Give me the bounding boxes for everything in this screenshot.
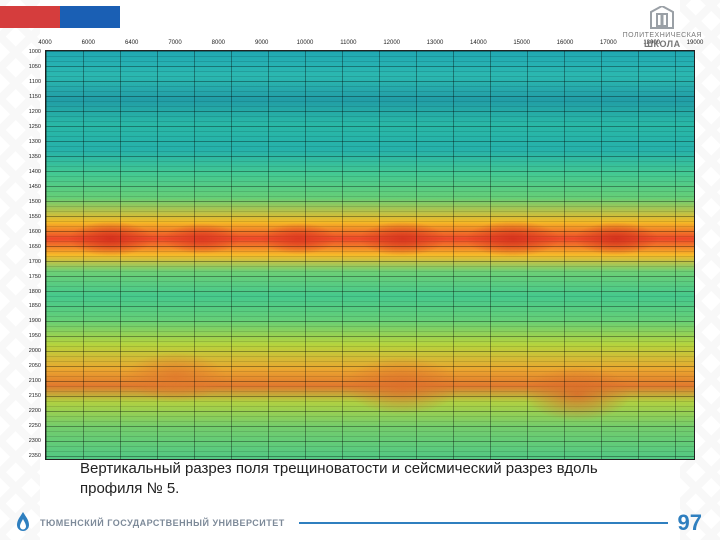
y-tick: 2000 <box>7 349 41 355</box>
y-tick: 1450 <box>7 185 41 191</box>
x-tick: 12000 <box>383 40 400 46</box>
university-logo: ТЮМЕНСКИЙ ГОСУДАРСТВЕННЫЙ УНИВЕРСИТЕТ <box>14 512 285 534</box>
x-tick: 9000 <box>255 40 268 46</box>
y-tick: 1650 <box>7 245 41 251</box>
flame-icon <box>14 512 32 534</box>
y-tick: 1350 <box>7 155 41 161</box>
figure-caption: Вертикальный разрез поля трещиноватости … <box>80 459 660 498</box>
y-tick: 2350 <box>7 454 41 460</box>
accent-bars <box>0 6 120 28</box>
y-tick: 1550 <box>7 215 41 221</box>
heatmap-fill <box>46 51 694 459</box>
x-tick: 6000 <box>82 40 95 46</box>
y-tick: 1750 <box>7 275 41 281</box>
school-logo-icon <box>648 6 676 30</box>
x-tick: 7000 <box>168 40 181 46</box>
y-tick: 1150 <box>7 95 41 101</box>
x-tick: 15000 <box>513 40 530 46</box>
footer-rule <box>299 522 668 524</box>
x-tick: 13000 <box>427 40 444 46</box>
slide-footer: ТЮМЕНСКИЙ ГОСУДАРСТВЕННЫЙ УНИВЕРСИТЕТ 97 <box>0 506 720 540</box>
x-tick: 17000 <box>600 40 617 46</box>
y-tick: 2250 <box>7 424 41 430</box>
y-axis-ticks: 1000 1050 1100 1150 1200 1250 1300 1350 1400 1450… <box>7 50 41 460</box>
brand-line-2: ШКОЛА <box>623 39 702 49</box>
seismic-chart: Время, мс 400060006400700080009000100001… <box>45 50 695 460</box>
y-tick: 1300 <box>7 140 41 146</box>
y-tick: 2150 <box>7 394 41 400</box>
y-tick: 1400 <box>7 170 41 176</box>
y-tick: 1800 <box>7 290 41 296</box>
y-tick: 1100 <box>7 80 41 86</box>
y-tick: 1600 <box>7 230 41 236</box>
brand-line-1: ПОЛИТЕХНИЧЕСКАЯ <box>623 32 702 39</box>
y-tick: 1850 <box>7 304 41 310</box>
y-tick: 1500 <box>7 200 41 206</box>
y-tick: 1700 <box>7 260 41 266</box>
y-tick: 2200 <box>7 409 41 415</box>
x-tick: 14000 <box>470 40 487 46</box>
x-tick: 11000 <box>340 40 356 46</box>
x-axis-ticks: 4000600064007000800090001000011000120001… <box>45 40 695 50</box>
chart-plot-area <box>45 50 695 460</box>
accent-blue <box>60 6 120 28</box>
x-tick: 6400 <box>125 40 138 46</box>
y-tick: 1000 <box>7 50 41 56</box>
x-tick: 4000 <box>38 40 51 46</box>
x-tick: 10000 <box>297 40 314 46</box>
y-tick: 2300 <box>7 439 41 445</box>
y-tick: 1050 <box>7 65 41 71</box>
x-tick: 8000 <box>212 40 225 46</box>
y-tick: 2050 <box>7 364 41 370</box>
brand-mark: ПОЛИТЕХНИЧЕСКАЯ ШКОЛА <box>623 6 702 49</box>
y-tick: 2100 <box>7 379 41 385</box>
y-tick: 1950 <box>7 334 41 340</box>
university-name: ТЮМЕНСКИЙ ГОСУДАРСТВЕННЫЙ УНИВЕРСИТЕТ <box>40 518 285 528</box>
y-tick: 1900 <box>7 319 41 325</box>
x-tick: 16000 <box>557 40 574 46</box>
accent-red <box>0 6 60 28</box>
y-tick: 1250 <box>7 125 41 131</box>
y-tick: 1200 <box>7 110 41 116</box>
page-number: 97 <box>678 510 702 536</box>
